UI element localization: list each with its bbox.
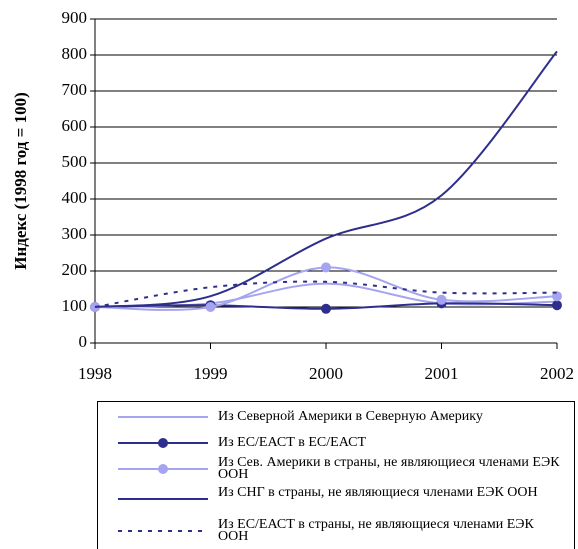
marker bbox=[436, 294, 447, 305]
legend-label: Из СНГ в страны, не являющиеся членами Е… bbox=[218, 485, 538, 500]
legend-swatch bbox=[118, 530, 208, 532]
y-tick-label: 400 bbox=[62, 188, 88, 207]
legend-label: Из ЕС/ЕАСТ в ЕС/ЕАСТ bbox=[218, 435, 367, 450]
y-tick-label: 700 bbox=[62, 80, 88, 99]
marker bbox=[552, 291, 562, 302]
legend-label: Из ЕС/ЕАСТ в страны, не являющиеся члена… bbox=[218, 517, 534, 544]
legend-marker bbox=[158, 464, 168, 474]
y-tick-label: 800 bbox=[62, 44, 88, 63]
legend: Из Северной Америки в Северную Америку Из… bbox=[97, 401, 575, 549]
y-tick-label: 100 bbox=[62, 296, 88, 315]
legend-label: Из Северной Америки в Северную Америку bbox=[218, 409, 483, 424]
x-tick-label: 2000 bbox=[309, 364, 343, 383]
legend-swatch bbox=[118, 438, 208, 448]
y-tick-label: 200 bbox=[62, 260, 88, 279]
marker bbox=[321, 303, 331, 314]
x-tick-label: 1999 bbox=[194, 364, 228, 383]
y-axis-label: Индекс (1998 год = 100) bbox=[11, 92, 30, 270]
legend-swatch bbox=[118, 464, 208, 474]
series-line bbox=[94, 50, 558, 308]
y-tick-label: 900 bbox=[62, 8, 88, 27]
plot: Индекс (1998 год = 100) 0 100 200 300 400 500… bbox=[11, 8, 574, 383]
legend-item: Из Северной Америки в Северную Америку bbox=[98, 404, 576, 434]
y-tick-label: 300 bbox=[62, 224, 88, 243]
legend-swatch bbox=[118, 416, 208, 418]
y-tick-label: 500 bbox=[62, 152, 88, 171]
legend-label: Из Сев. Америки в страны, не являющиеся … bbox=[218, 455, 560, 482]
series-line bbox=[94, 280, 558, 308]
x-tick-label: 2001 bbox=[425, 364, 459, 383]
x-tick-label: 1998 bbox=[78, 364, 112, 383]
marker bbox=[321, 262, 331, 273]
legend-item: Из Сев. Америки в страны, не являющиеся … bbox=[98, 456, 576, 486]
y-tick-label: 0 bbox=[79, 332, 88, 351]
legend-item: Из СНГ в страны, не являющиеся членами Е… bbox=[98, 486, 576, 516]
legend-marker bbox=[158, 438, 168, 448]
legend-item: Из ЕС/ЕАСТ в страны, не являющиеся члена… bbox=[98, 518, 576, 548]
y-tick-label: 600 bbox=[62, 116, 88, 135]
legend-item: Из ЕС/ЕАСТ в ЕС/ЕАСТ bbox=[98, 430, 576, 460]
x-tick-label: 2002 bbox=[540, 364, 574, 383]
legend-swatch bbox=[118, 498, 208, 500]
marker bbox=[552, 300, 562, 311]
marker bbox=[205, 302, 216, 312]
